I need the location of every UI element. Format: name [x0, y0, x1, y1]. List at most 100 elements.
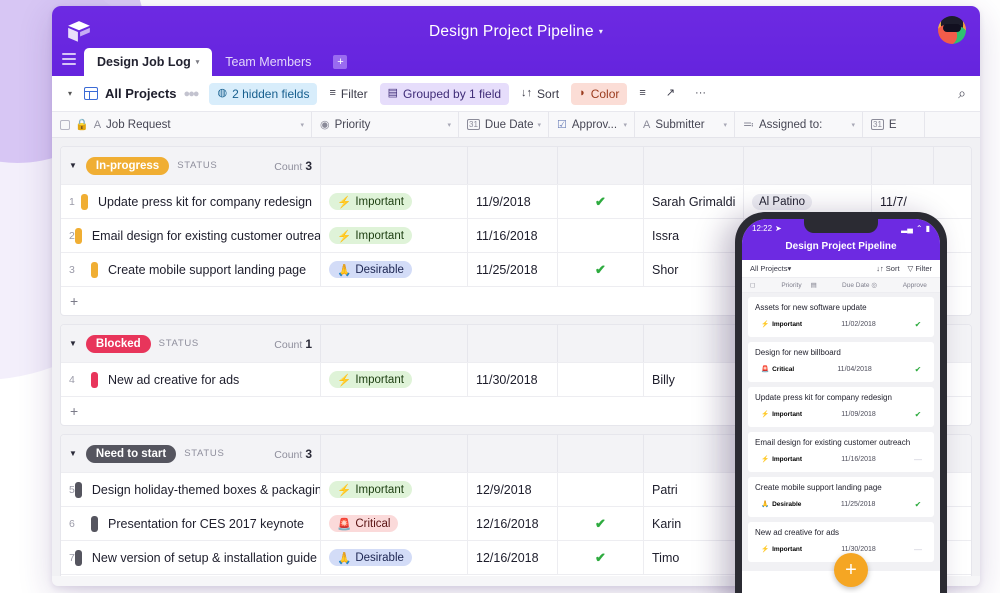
hidden-fields-button[interactable]: ◍ 2 hidden fields	[209, 82, 318, 105]
cell-priority[interactable]: ⚡ Important	[321, 363, 468, 396]
row-height-button[interactable]: ≡	[631, 83, 653, 105]
group-header-main[interactable]: ▼ Blocked STATUS Count 1	[61, 325, 321, 362]
phone-view-selector[interactable]: All Projects▾	[750, 264, 791, 273]
cell-job-request[interactable]: 6 Presentation for CES 2017 keynote	[61, 507, 321, 540]
phone-toolbar: All Projects▾ ↓↑ Sort ▽ Filter	[742, 260, 940, 278]
cell-submitter[interactable]: Timo	[644, 541, 744, 574]
cell-approved[interactable]: ✔	[558, 253, 644, 286]
chevron-down-icon[interactable]: ▾	[447, 121, 451, 129]
column-header-submitter[interactable]: A Submitter ▾	[635, 112, 735, 137]
cell-job-request[interactable]: 7 New version of setup & installation gu…	[61, 541, 321, 574]
phone-column-due-date[interactable]: ▤ Due Date	[811, 281, 872, 290]
chevron-down-icon[interactable]: ▾	[300, 121, 304, 129]
filter-button[interactable]: ≡ Filter	[321, 83, 375, 105]
column-header-due-date[interactable]: 31 Due Date ▾	[459, 112, 549, 137]
share-view-button[interactable]: ↗	[658, 83, 683, 105]
group-header[interactable]: ▼ In-progress STATUS Count 3	[61, 147, 971, 185]
cell-due-date[interactable]: 11/16/2018	[468, 219, 558, 252]
table-row[interactable]: 1 Update press kit for company redesign …	[61, 185, 971, 219]
job-request-text: New version of setup & installation guid…	[91, 550, 317, 565]
group-button[interactable]: ▤ Grouped by 1 field	[379, 82, 510, 105]
chevron-collapse-icon[interactable]: ▼	[69, 449, 77, 458]
phone-record-row: ⚡ Important 11/16/2018 —	[755, 453, 927, 465]
cell-due-date[interactable]: 12/16/2018	[468, 507, 558, 540]
sort-button[interactable]: ↓↑ Sort	[513, 83, 567, 105]
phone-record-title: Assets for new software update	[755, 303, 867, 312]
color-button[interactable]: ◗ Color	[571, 82, 628, 105]
phone-record-card[interactable]: Update press kit for company redesign ⚡ I…	[748, 387, 934, 427]
chevron-down-icon[interactable]: ▾	[537, 121, 541, 129]
cell-due-date[interactable]: 11/30/2018	[468, 363, 558, 396]
view-toolbar: ▾ All Projects ●●● ◍ 2 hidden fields ≡ F…	[52, 76, 980, 112]
cell-priority[interactable]: 🙏 Desirable	[321, 541, 468, 574]
column-header-job-request[interactable]: 🔒 A Job Request ▾	[52, 112, 312, 137]
cell-approved[interactable]: ✔	[558, 185, 644, 218]
cell-approved[interactable]	[558, 473, 644, 506]
phone-column-approve[interactable]: ◎ Approve	[871, 281, 932, 290]
column-header-assigned-to[interactable]: ≕ Assigned to: ▾	[735, 112, 863, 137]
chevron-down-icon[interactable]: ▾	[723, 121, 727, 129]
search-icon[interactable]: ⌕	[958, 85, 966, 101]
add-row-button[interactable]: +	[61, 397, 971, 425]
cell-submitter[interactable]: Billy	[644, 363, 744, 396]
add-record-fab[interactable]: +	[834, 553, 868, 587]
page-title[interactable]: Design Project Pipeline ▾	[52, 23, 980, 41]
add-row-button[interactable]: +	[61, 287, 971, 315]
cell-priority[interactable]: ⚡ Important	[321, 185, 468, 218]
column-header-priority[interactable]: ◉ Priority ▾	[312, 112, 459, 137]
phone-record-card[interactable]: Email design for existing customer outre…	[748, 432, 934, 472]
cell-end-date[interactable]: 11/7/	[880, 194, 907, 209]
table-row[interactable]: 6 Presentation for CES 2017 keynote 🚨 Cri…	[61, 507, 971, 541]
cell-job-request[interactable]: 3 Create mobile support landing page	[61, 253, 321, 286]
tab-design-job-log[interactable]: Design Job Log ▾	[84, 48, 213, 76]
phone-record-card[interactable]: Assets for new software update ⚡ Importan…	[748, 297, 934, 337]
cell-assigned-to[interactable]: Al Patino	[744, 185, 872, 218]
group-header-main[interactable]: ▼ In-progress STATUS Count 3	[61, 147, 321, 184]
collapse-sidebar-button[interactable]: ▾	[68, 89, 73, 98]
cell-submitter[interactable]: Karin	[644, 507, 744, 540]
phone-record-card[interactable]: Design for new billboard 🚨 Critical 11/04…	[748, 342, 934, 382]
cell-submitter[interactable]: Sarah Grimaldi	[644, 185, 744, 218]
cell-submitter[interactable]: Issra	[644, 219, 744, 252]
tab-team-members[interactable]: Team Members	[212, 48, 324, 76]
phone-record-card[interactable]: Create mobile support landing page 🙏 Desi…	[748, 477, 934, 517]
cell-priority[interactable]: 🙏 Desirable	[321, 253, 468, 286]
priority-emoji-icon: 🚨	[337, 518, 352, 531]
cell-priority[interactable]: ⚡ Important	[321, 473, 468, 506]
view-selector[interactable]: All Projects ●●●	[84, 86, 199, 101]
cell-job-request[interactable]: 2 Email design for existing customer out…	[61, 219, 321, 252]
group-count: Count 1	[274, 337, 312, 351]
column-header-end-date[interactable]: 31 E	[863, 112, 925, 137]
chevron-collapse-icon[interactable]: ▼	[69, 339, 77, 348]
cell-job-request[interactable]: 5 Design holiday-themed boxes & packagin…	[61, 473, 321, 506]
phone-filter-button[interactable]: ▽ Filter	[908, 264, 932, 273]
cell-approved[interactable]	[558, 363, 644, 396]
cell-priority[interactable]: 🚨 Critical	[321, 507, 468, 540]
cell-submitter[interactable]: Shor	[644, 253, 744, 286]
column-header-approved[interactable]: ☑ Approv... ▾	[549, 112, 635, 137]
cell-approved[interactable]: ✔	[558, 541, 644, 574]
cell-due-date[interactable]: 12/9/2018	[468, 473, 558, 506]
cell-job-request[interactable]: 4 New ad creative for ads	[61, 363, 321, 396]
table-row[interactable]: 5 Design holiday-themed boxes & packagin…	[61, 473, 971, 507]
group-header-main[interactable]: ▼ Need to start STATUS Count 3	[61, 435, 321, 472]
cell-due-date[interactable]: 11/25/2018	[468, 253, 558, 286]
cell-due-date[interactable]: 11/9/2018	[468, 185, 558, 218]
cell-priority[interactable]: ⚡ Important	[321, 219, 468, 252]
phone-sort-button[interactable]: ↓↑ Sort	[876, 264, 899, 273]
add-tab-button[interactable]: +	[330, 48, 350, 76]
hamburger-menu-icon[interactable]	[62, 48, 84, 76]
cell-due-date[interactable]: 12/16/2018	[468, 541, 558, 574]
avatar[interactable]	[938, 16, 966, 44]
chevron-collapse-icon[interactable]: ▼	[69, 161, 77, 170]
group-header-filler	[468, 147, 558, 184]
more-options-button[interactable]: ···	[687, 83, 714, 105]
cell-approved[interactable]	[558, 219, 644, 252]
cell-submitter[interactable]: Patri	[644, 473, 744, 506]
chevron-down-icon[interactable]: ▾	[623, 121, 627, 129]
cell-job-request[interactable]: 1 Update press kit for company redesign	[61, 185, 321, 218]
select-all-checkbox[interactable]	[60, 119, 70, 130]
chevron-down-icon[interactable]: ▾	[851, 121, 855, 129]
cell-approved[interactable]: ✔	[558, 507, 644, 540]
phone-column-priority[interactable]: ◻ Priority	[750, 281, 811, 290]
